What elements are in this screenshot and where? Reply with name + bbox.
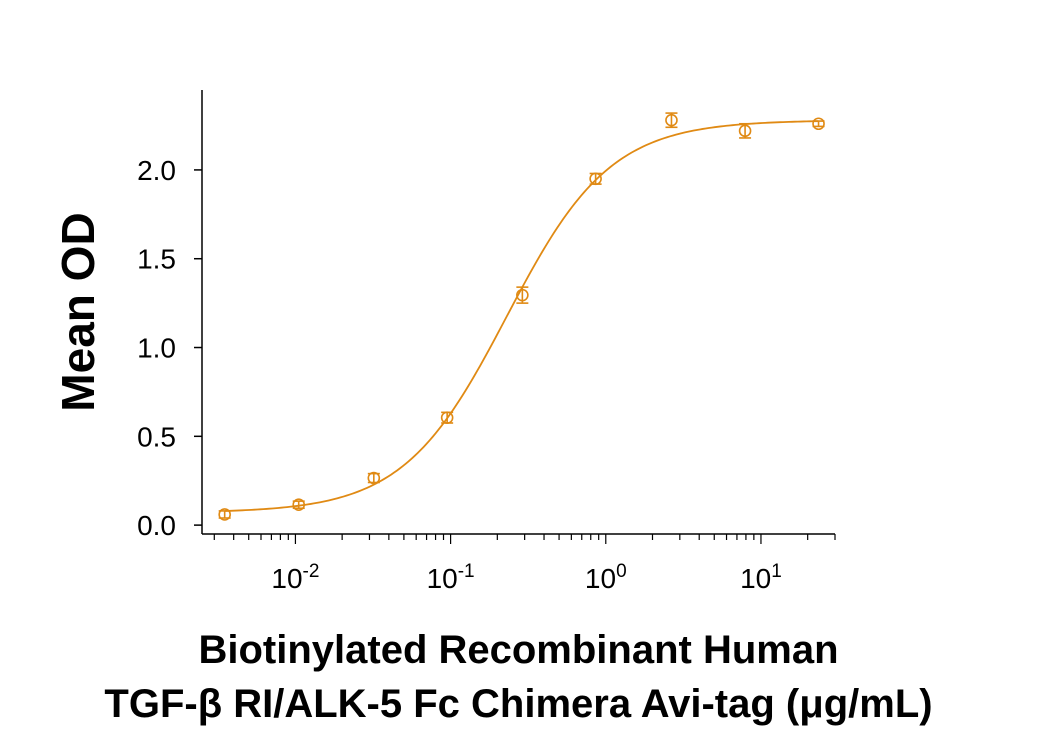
x-axis-label-line-1: Biotinylated Recombinant Human — [198, 628, 839, 672]
data-point-marker — [440, 411, 454, 424]
data-point — [589, 172, 602, 186]
fit-curve-layer — [224, 120, 819, 512]
x-tick-label-base: 10 — [585, 563, 616, 594]
axes: 0.00.51.01.52.010-2 10-1 100 101 — [137, 90, 836, 594]
x-tick-label-base: 10 — [740, 563, 771, 594]
data-point — [292, 498, 306, 511]
data-point — [440, 411, 454, 424]
data-point-marker — [738, 124, 752, 138]
data-point — [738, 122, 752, 139]
x-axis-label-line-2: TGF-β RI/ALK-5 Fc Chimera Avi-tag (μg/mL… — [104, 682, 933, 726]
fit-curve — [224, 120, 819, 512]
x-tick-label-exponent: 1 — [771, 561, 782, 582]
data-point-marker — [665, 113, 678, 127]
y-tick-label: 2.0 — [137, 155, 176, 186]
data-point — [516, 286, 529, 304]
y-axis-label: Mean OD — [52, 212, 104, 411]
y-tick-label: 1.0 — [137, 333, 176, 364]
y-tick-label: 0.0 — [137, 510, 176, 541]
x-tick-label-base: 10 — [271, 563, 302, 594]
data-point-marker — [367, 471, 381, 485]
x-tick-label-exponent: -1 — [458, 561, 475, 582]
data-point-marker — [589, 172, 602, 186]
x-tick-label-exponent: -2 — [303, 561, 320, 582]
data-point-marker — [218, 508, 231, 521]
x-tick-label: 10-2 — [271, 561, 319, 594]
data-point-marker — [292, 498, 306, 511]
x-tick-label: 101 — [740, 561, 782, 594]
y-axis-label-layer: Mean OD — [52, 212, 104, 411]
data-point-marker — [812, 117, 825, 131]
data-point — [218, 508, 231, 521]
x-tick-label: 10-1 — [427, 561, 475, 594]
data-point-marker — [516, 288, 529, 302]
x-tick-label: 100 — [585, 561, 627, 594]
data-point — [812, 117, 825, 131]
x-tick-label-exponent: 0 — [616, 561, 627, 582]
x-tick-label-base: 10 — [427, 563, 458, 594]
y-tick-label: 1.5 — [137, 244, 176, 275]
data-points-layer — [218, 112, 825, 521]
y-tick-label: 0.5 — [137, 421, 176, 452]
data-point — [665, 112, 678, 129]
data-point — [367, 471, 381, 485]
